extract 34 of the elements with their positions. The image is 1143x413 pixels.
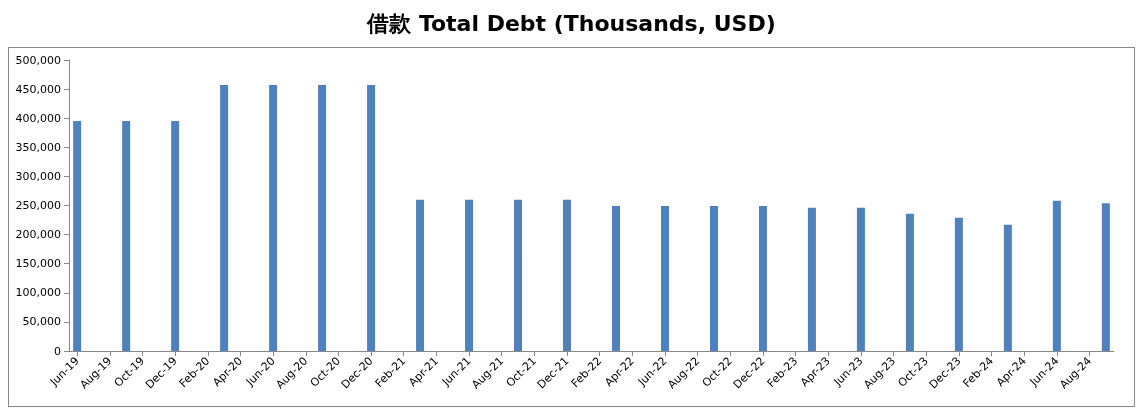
y-tick-label: 250,000 xyxy=(15,199,61,212)
bar xyxy=(905,213,914,351)
bar xyxy=(1101,203,1110,351)
bar xyxy=(611,206,620,351)
y-tick-label: 400,000 xyxy=(15,111,61,125)
bar xyxy=(416,199,425,351)
bar xyxy=(171,121,180,351)
y-tick-label: 300,000 xyxy=(15,169,61,183)
bar xyxy=(367,85,376,351)
bar xyxy=(1052,200,1061,351)
y-tick-label: 50,000 xyxy=(22,315,61,329)
bar xyxy=(954,217,963,351)
bar xyxy=(269,85,278,351)
bar xyxy=(1003,224,1012,351)
bar xyxy=(758,206,767,351)
y-tick-label: 0 xyxy=(54,344,61,358)
bar xyxy=(563,199,572,351)
chart-title: 借款 Total Debt (Thousands, USD) xyxy=(365,10,777,38)
y-tick-label: 500,000 xyxy=(15,53,61,67)
bar xyxy=(660,206,669,351)
y-tick-label: 350,000 xyxy=(15,140,61,154)
y-tick-label: 150,000 xyxy=(15,257,61,271)
bar xyxy=(318,85,327,351)
bar xyxy=(709,206,718,351)
bar xyxy=(220,85,229,351)
bar xyxy=(856,207,865,351)
y-tick-label: 200,000 xyxy=(15,228,61,242)
y-tick-label: 450,000 xyxy=(15,82,61,96)
bar xyxy=(465,199,474,351)
bar xyxy=(122,121,131,351)
bar xyxy=(73,121,82,351)
bar xyxy=(807,207,816,351)
y-tick-label: 100,000 xyxy=(15,286,61,300)
bar xyxy=(514,199,523,351)
